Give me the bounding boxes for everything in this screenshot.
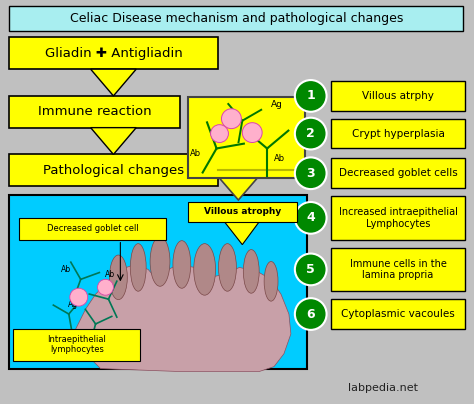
- Text: Ab: Ab: [274, 154, 285, 163]
- Text: 4: 4: [306, 211, 315, 224]
- FancyBboxPatch shape: [330, 248, 465, 291]
- Ellipse shape: [264, 261, 278, 301]
- Polygon shape: [76, 265, 291, 372]
- Polygon shape: [219, 178, 257, 200]
- Polygon shape: [91, 69, 136, 96]
- Text: Pathological changes: Pathological changes: [43, 164, 184, 177]
- Text: 2: 2: [306, 127, 315, 140]
- FancyBboxPatch shape: [9, 154, 218, 186]
- FancyBboxPatch shape: [188, 97, 305, 178]
- FancyBboxPatch shape: [330, 81, 465, 111]
- Text: Gliadin ✚ Antigliadin: Gliadin ✚ Antigliadin: [45, 47, 182, 60]
- Text: Immune reaction: Immune reaction: [38, 105, 151, 118]
- Text: Villous atrphy: Villous atrphy: [362, 91, 434, 101]
- Circle shape: [295, 80, 327, 112]
- Circle shape: [295, 158, 327, 189]
- Ellipse shape: [219, 244, 237, 291]
- Circle shape: [295, 118, 327, 149]
- Text: 1: 1: [306, 89, 315, 103]
- FancyBboxPatch shape: [9, 96, 180, 128]
- Circle shape: [295, 254, 327, 285]
- Text: Immune cells in the
lamina propria: Immune cells in the lamina propria: [349, 259, 447, 280]
- FancyBboxPatch shape: [9, 6, 464, 32]
- Ellipse shape: [243, 250, 259, 293]
- Text: Ab: Ab: [105, 270, 116, 279]
- Text: 6: 6: [306, 307, 315, 320]
- Text: 5: 5: [306, 263, 315, 276]
- Text: Ab: Ab: [190, 149, 201, 158]
- Text: Intraepithelial
lymphocytes: Intraepithelial lymphocytes: [47, 335, 106, 354]
- Ellipse shape: [173, 241, 191, 288]
- FancyBboxPatch shape: [9, 195, 307, 368]
- Circle shape: [70, 288, 88, 306]
- Circle shape: [295, 202, 327, 234]
- Text: Decreased goblet cell: Decreased goblet cell: [47, 224, 138, 233]
- Circle shape: [98, 279, 113, 295]
- Text: Increased intraepithelial
Lymphocytes: Increased intraepithelial Lymphocytes: [338, 207, 457, 229]
- Ellipse shape: [130, 244, 146, 291]
- Ellipse shape: [150, 237, 170, 286]
- FancyBboxPatch shape: [330, 158, 465, 188]
- FancyBboxPatch shape: [9, 38, 218, 69]
- Text: Ag: Ag: [271, 100, 283, 109]
- Circle shape: [210, 125, 228, 143]
- Ellipse shape: [194, 244, 216, 295]
- Text: Ab: Ab: [233, 202, 244, 211]
- FancyBboxPatch shape: [330, 196, 465, 240]
- FancyBboxPatch shape: [13, 329, 140, 361]
- Text: 3: 3: [306, 167, 315, 180]
- Text: labpedia.net: labpedia.net: [348, 383, 418, 393]
- Text: Decreased goblet cells: Decreased goblet cells: [338, 168, 457, 178]
- Text: Celiac Disease mechanism and pathological changes: Celiac Disease mechanism and pathologica…: [70, 12, 403, 25]
- Text: Ag: Ag: [68, 300, 78, 309]
- Text: Villous atrophy: Villous atrophy: [204, 207, 281, 217]
- Circle shape: [221, 109, 241, 128]
- Polygon shape: [225, 222, 259, 245]
- Text: Ab: Ab: [61, 265, 71, 274]
- Polygon shape: [91, 128, 136, 154]
- Circle shape: [242, 123, 262, 143]
- Text: Cytoplasmic vacoules: Cytoplasmic vacoules: [341, 309, 455, 319]
- FancyBboxPatch shape: [188, 202, 297, 222]
- FancyBboxPatch shape: [330, 299, 465, 329]
- FancyBboxPatch shape: [330, 119, 465, 148]
- FancyBboxPatch shape: [19, 218, 166, 240]
- Circle shape: [295, 298, 327, 330]
- Text: Crypt hyperplasia: Crypt hyperplasia: [352, 128, 445, 139]
- Ellipse shape: [109, 255, 128, 300]
